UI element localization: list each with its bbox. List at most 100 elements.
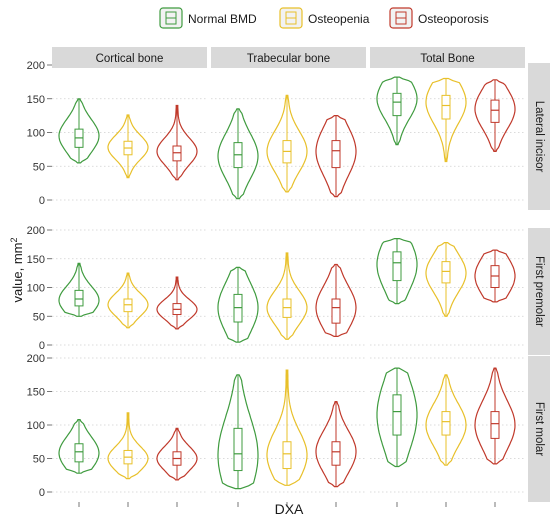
panel-0-2 bbox=[370, 63, 525, 210]
box-1 bbox=[282, 441, 292, 470]
row-strip-bg bbox=[528, 356, 550, 502]
violin-2 bbox=[156, 104, 198, 181]
legend-item-1: Osteopenia bbox=[279, 7, 370, 29]
panel-bg bbox=[370, 63, 525, 210]
y-axis-2: 0 50 100 150 200 bbox=[27, 353, 52, 499]
x-axis-label: DXA bbox=[275, 501, 304, 517]
violin-0 bbox=[217, 266, 259, 343]
y-axis-label: value, mm2 bbox=[9, 238, 25, 303]
legend-label: Normal BMD bbox=[188, 12, 257, 26]
panel-1-0 bbox=[52, 228, 207, 355]
column-strip-bg bbox=[370, 47, 525, 68]
y-tick-label: 50 bbox=[33, 311, 45, 323]
violin-1 bbox=[425, 77, 467, 163]
violin-0 bbox=[58, 262, 100, 317]
y-tick-label: 200 bbox=[27, 353, 45, 365]
panel-bg bbox=[370, 228, 525, 355]
column-strip-2: Total Bone bbox=[370, 47, 525, 68]
panel-bg bbox=[211, 228, 366, 355]
box-1 bbox=[441, 411, 451, 436]
panel-1-2 bbox=[370, 228, 525, 355]
violin-1 bbox=[107, 412, 149, 480]
box-2 bbox=[331, 298, 341, 324]
column-strip-1: Trabecular bone bbox=[211, 47, 366, 68]
violin-1 bbox=[266, 252, 308, 340]
violin-0 bbox=[58, 419, 100, 474]
y-tick-label: 100 bbox=[27, 283, 45, 295]
violin-2 bbox=[156, 427, 198, 481]
column-strip-0: Cortical bone bbox=[52, 47, 207, 68]
y-tick-label: 0 bbox=[39, 195, 45, 207]
x-axes bbox=[78, 502, 496, 507]
y-tick-label: 150 bbox=[27, 254, 45, 266]
y-tick-label: 50 bbox=[33, 454, 45, 466]
legend-label: Osteopenia bbox=[308, 12, 370, 26]
column-strip-bg bbox=[52, 47, 207, 68]
box-0 bbox=[392, 92, 402, 117]
panel-0-1 bbox=[211, 63, 366, 210]
violin-0 bbox=[217, 374, 259, 490]
violin-2 bbox=[315, 401, 357, 488]
violin-0 bbox=[376, 238, 418, 305]
violin-1 bbox=[107, 114, 149, 179]
box-0 bbox=[392, 251, 402, 282]
box-1 bbox=[441, 261, 451, 284]
violin-1 bbox=[266, 94, 308, 193]
y-tick-label: 50 bbox=[33, 161, 45, 173]
violin-2 bbox=[474, 79, 516, 152]
violin-2 bbox=[315, 263, 357, 337]
y-tick-label: 0 bbox=[39, 340, 45, 352]
panel-0-0 bbox=[52, 63, 207, 210]
legend: Normal BMD Osteopenia Osteoporosis bbox=[159, 7, 489, 29]
row-strip-1: First premolar bbox=[528, 228, 550, 355]
legend-label: Osteoporosis bbox=[418, 12, 489, 26]
violin-0 bbox=[58, 98, 100, 164]
panel-2-2 bbox=[370, 356, 525, 502]
box-0 bbox=[74, 289, 84, 307]
box-0 bbox=[74, 443, 84, 463]
row-strip-bg bbox=[528, 228, 550, 355]
y-tick-label: 150 bbox=[27, 387, 45, 399]
panel-1-1 bbox=[211, 228, 366, 355]
panel-2-0 bbox=[52, 356, 207, 502]
y-tick-label: 200 bbox=[27, 60, 45, 72]
violin-2 bbox=[315, 115, 357, 198]
column-strip-bg bbox=[211, 47, 366, 68]
violin-0 bbox=[217, 108, 259, 200]
row-strip-2: First molar bbox=[528, 356, 550, 502]
panel-2-1 bbox=[211, 356, 366, 502]
violin-0 bbox=[376, 76, 418, 146]
row-strip-bg bbox=[528, 63, 550, 210]
y-axis-1: 0 50 100 150 200 bbox=[27, 225, 52, 352]
facet-strips: Cortical bone Trabecular bone Total Bone La… bbox=[52, 47, 550, 502]
y-tick-label: 100 bbox=[27, 420, 45, 432]
row-strip-label: First premolar bbox=[533, 256, 545, 327]
violin-2 bbox=[474, 249, 516, 303]
row-strip-0: Lateral incisor bbox=[528, 63, 550, 210]
box-2 bbox=[172, 145, 182, 162]
legend-item-2: Osteoporosis bbox=[389, 7, 489, 29]
row-strip-label: First molar bbox=[533, 402, 545, 456]
violin-1 bbox=[266, 369, 308, 486]
y-axis-0: 0 50 100 150 200 bbox=[27, 60, 52, 207]
legend-item-0: Normal BMD bbox=[159, 7, 257, 29]
box-0 bbox=[392, 394, 402, 436]
box-2 bbox=[490, 411, 500, 439]
box-1 bbox=[441, 94, 451, 120]
box-0 bbox=[233, 427, 243, 472]
column-strip-label: Trabecular bone bbox=[247, 53, 330, 65]
row-strip-label: Lateral incisor bbox=[533, 101, 545, 173]
violin-1 bbox=[107, 272, 149, 329]
violin-0 bbox=[376, 367, 418, 468]
violin-1 bbox=[425, 242, 467, 317]
column-strip-label: Cortical bone bbox=[96, 53, 164, 65]
violin-2 bbox=[156, 276, 198, 330]
violin-1 bbox=[425, 374, 467, 466]
column-strip-label: Total Bone bbox=[420, 53, 474, 65]
y-tick-label: 150 bbox=[27, 94, 45, 106]
y-tick-label: 100 bbox=[27, 128, 45, 140]
box-2 bbox=[331, 441, 341, 466]
box-2 bbox=[490, 99, 500, 123]
